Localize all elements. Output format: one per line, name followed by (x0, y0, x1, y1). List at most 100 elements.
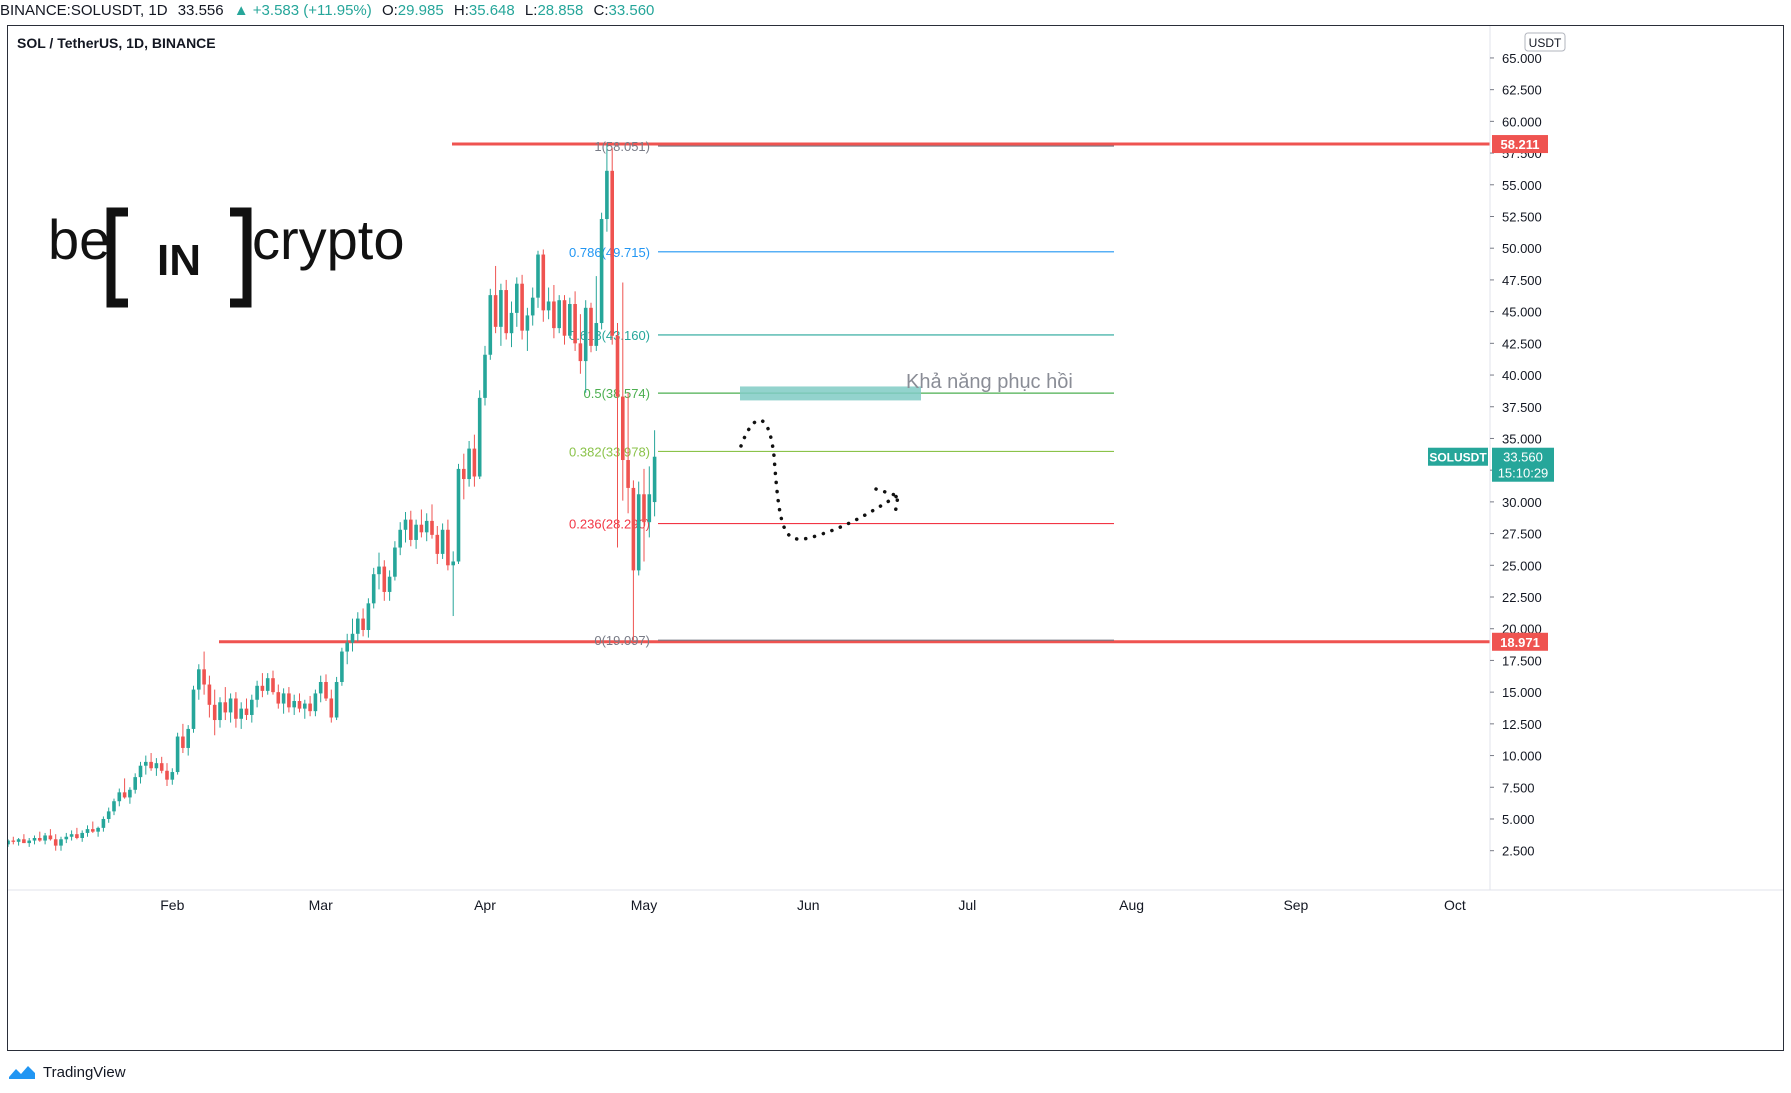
candle-body (430, 520, 434, 535)
candle-body (128, 789, 132, 798)
candle-body (366, 603, 371, 630)
candle-body (287, 693, 291, 708)
x-tick-label: Oct (1444, 897, 1466, 913)
candle-body (393, 547, 397, 577)
candle-body (488, 295, 493, 355)
plot-layer: 1(58.051)0.786(49.715)0.618(43.160)0.5(3… (8, 139, 1490, 851)
y-tick-label: 52.500 (1502, 209, 1542, 224)
candle-body (647, 494, 652, 523)
candle-body (583, 307, 588, 362)
countdown-label: 15:10:29 (1498, 466, 1549, 481)
candle-body (546, 301, 551, 311)
candle-body (499, 290, 503, 327)
candle-body (345, 642, 349, 652)
candle-body (419, 524, 424, 533)
candle-body (356, 618, 360, 634)
x-tick-label: Aug (1119, 897, 1144, 913)
candle-body (244, 708, 249, 715)
candle-body (562, 300, 567, 336)
logo-text-middle: IN (157, 236, 201, 285)
symbol-label[interactable]: BINANCE:SOLUSDT, 1D (0, 2, 168, 19)
candle-body (202, 669, 206, 685)
candle-body (271, 678, 275, 693)
candle-body (313, 693, 318, 712)
y-tick-label: 7.500 (1502, 780, 1535, 795)
fib-level-label: 0.236(28.290) (569, 517, 650, 532)
axis-layer: 2.500 5.000 7.500 10.000 12.500 15.000 17.500 2… (8, 26, 1783, 913)
candle-body (265, 678, 270, 691)
candle-body (8, 840, 10, 845)
candle-body (398, 529, 402, 548)
candle-body (175, 736, 180, 773)
candle-body (642, 494, 646, 523)
support-price-tag (1492, 135, 1548, 154)
y-tick-label: 10.000 (1502, 749, 1542, 764)
candle-body (27, 840, 31, 844)
y-tick-label: 15.000 (1502, 685, 1542, 700)
candle-body (462, 468, 466, 480)
fib-level-label: 0.786(49.715) (569, 245, 650, 260)
candle-body (578, 343, 583, 362)
price-change: ▲ +3.583 (+11.95%) (233, 2, 372, 19)
candle-body (59, 839, 63, 846)
y-tick-label: 30.000 (1502, 495, 1542, 510)
candle-body (350, 633, 355, 643)
high-label: H: (453, 2, 469, 19)
candle-body (403, 519, 408, 530)
candle-body (636, 494, 641, 571)
chart-canvas[interactable]: SOL / TetherUS, 1D, BINANCE be IN crypto… (8, 26, 1784, 1051)
recovery-zone (740, 386, 921, 401)
candle-body (38, 838, 42, 841)
candle-body (610, 170, 614, 336)
candle-body (409, 519, 413, 540)
logo-text-left: be (48, 208, 110, 271)
candle-body (133, 777, 137, 790)
tradingview-icon (9, 1066, 35, 1079)
candle-body (138, 765, 143, 778)
candle-body (154, 763, 159, 769)
fib-level-label: 1(58.051) (594, 139, 650, 154)
candle-body (212, 704, 217, 721)
candle-body (536, 254, 540, 298)
candle-body (75, 834, 79, 839)
x-tick-label: May (631, 897, 657, 913)
candle-body (515, 283, 519, 313)
support-price-tag (1492, 632, 1548, 651)
candle-body (334, 681, 339, 718)
y-tick-label: 62.500 (1502, 83, 1542, 98)
candle-body (16, 839, 21, 842)
candle-body (80, 832, 84, 839)
candle-body (53, 839, 58, 846)
candle-body (594, 323, 599, 346)
candle-body (149, 761, 153, 769)
symbol-info-bar: BINANCE:SOLUSDT, 1D 33.556 ▲ +3.583 (+11… (0, 0, 1791, 22)
fib-level-label: 0(19.097) (594, 633, 650, 648)
candle-body (552, 301, 556, 329)
y-tick-label: 50.000 (1502, 241, 1542, 256)
candle-body (493, 295, 498, 327)
candle-body (297, 701, 302, 709)
currency-box[interactable] (1524, 32, 1566, 52)
x-tick-label: Mar (309, 897, 333, 913)
candle-body (170, 772, 175, 780)
candle-body (117, 792, 122, 802)
candle-body (106, 811, 111, 819)
symbol-tag-label: SOLUSDT (1429, 451, 1487, 465)
x-tick-label: Apr (474, 897, 496, 913)
candle-body (91, 829, 95, 832)
candle-body (440, 529, 445, 554)
candle-body (456, 468, 461, 562)
candle-body (207, 684, 212, 705)
tradingview-footer[interactable]: TradingView (7, 1062, 126, 1082)
candle-body (122, 792, 127, 798)
y-tick-label: 42.500 (1502, 336, 1542, 351)
chart-frame[interactable]: SOL / TetherUS, 1D, BINANCE be IN crypto… (7, 25, 1784, 1051)
support-price-label: 58.211 (1500, 137, 1539, 152)
candle-body (69, 834, 74, 837)
candle-body (525, 315, 530, 331)
y-tick-label: 37.500 (1502, 400, 1542, 415)
low-value: 28.858 (537, 2, 584, 19)
candle-body (43, 835, 47, 841)
last-price-tag (1492, 447, 1554, 482)
candle-body (324, 681, 328, 699)
